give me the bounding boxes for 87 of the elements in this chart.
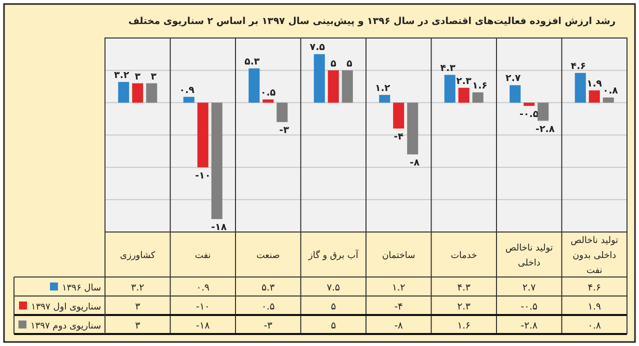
bar <box>379 94 390 103</box>
text: ۴.۳ <box>440 62 456 74</box>
bar <box>538 102 549 121</box>
bar <box>602 97 614 103</box>
data-label: -۰.۵ <box>520 302 538 312</box>
text: ۲.۳ <box>456 76 472 87</box>
data-label: -۴ <box>394 302 403 312</box>
data-label: ۱.۲ <box>392 282 406 294</box>
data-label: -۳ <box>264 320 272 332</box>
data-label: ۵ <box>330 320 336 332</box>
data-label: ۲.۷ <box>522 282 536 294</box>
text: ۳ <box>150 71 157 82</box>
text: -۱۰ <box>195 170 211 182</box>
data-label: -۲.۸ <box>520 320 538 332</box>
data-label: ۴.۳ <box>457 282 470 294</box>
data-label: -۸ <box>394 320 403 332</box>
bar <box>510 85 521 103</box>
bar <box>524 102 535 106</box>
bar <box>262 99 274 103</box>
bar <box>458 88 470 103</box>
x-tick-label: آب برق و گاز <box>308 249 359 261</box>
chart-title: رشد ارزش افزوده فعالیت‌های اقتصادی در سال ۱۳۹۶ و پیش‌بینی سال ۱۳۹۷ بر اساس ۲ سناریوی مختلف <box>128 16 616 27</box>
bar <box>146 83 158 103</box>
bar <box>407 102 418 154</box>
data-label: ۰.۵ <box>262 302 275 312</box>
bar <box>132 83 144 103</box>
x-tick-label: تولید ناخالص داخلی <box>505 244 554 268</box>
data-label: ۳ <box>135 302 140 312</box>
bar <box>276 102 288 122</box>
x-tick-label: ساختمان <box>382 251 416 261</box>
bar <box>588 90 600 103</box>
text: ۰.۵ <box>260 87 276 98</box>
data-label: ۰.۹ <box>196 282 210 294</box>
data-label: ۷.۵ <box>326 282 340 294</box>
data-label: ۱.۶ <box>457 320 470 332</box>
text: ۷.۵ <box>310 42 325 54</box>
data-label: ۲.۳ <box>457 302 470 312</box>
data-label: ۵ <box>330 302 336 312</box>
bar <box>574 72 586 103</box>
text: ۲.۷ <box>506 73 521 84</box>
bar <box>118 82 130 103</box>
bar <box>342 70 353 103</box>
x-tick-label: خدمات <box>450 251 478 261</box>
data-label: ۵.۳ <box>262 282 275 294</box>
text: -۴ <box>394 132 404 143</box>
legend-item: سال ۱۳۹۶ <box>50 282 101 294</box>
bar <box>197 102 208 168</box>
x-tick-label: کشاورزی <box>120 251 156 261</box>
bar <box>314 54 325 103</box>
bar <box>472 92 484 103</box>
text: -۸ <box>410 157 420 168</box>
text: ۳ <box>134 71 141 82</box>
legend-label: سناریوی دوم ۱۳۹۷ <box>30 322 101 332</box>
data-label: ۳ <box>135 320 140 332</box>
bar <box>328 70 339 103</box>
text: ۱.۹ <box>586 78 602 90</box>
data-label: ۰.۸ <box>588 320 601 332</box>
text: ۵.۳ <box>244 56 260 68</box>
x-tick-label: نفت <box>194 251 211 261</box>
text: ۱.۶ <box>472 80 488 92</box>
text: -۱۸ <box>211 222 227 234</box>
legend-label: سال ۱۳۹۶ <box>62 284 101 294</box>
text: ۰.۸ <box>602 85 618 96</box>
text: -۳ <box>279 125 289 136</box>
bar <box>444 74 456 103</box>
legend-label: سناریوی اول ۱۳۹۷ <box>31 302 101 312</box>
bar <box>211 102 222 220</box>
bar <box>248 68 260 103</box>
text: -۲.۸ <box>536 124 555 135</box>
legend-item: سناریوی اول ۱۳۹۷ <box>19 302 101 312</box>
text: ۱.۲ <box>375 82 390 94</box>
data-label: ۴.۶ <box>588 282 601 294</box>
data-label: ۳.۲ <box>131 282 144 294</box>
text: ۵ <box>330 58 336 70</box>
text: ۵ <box>346 58 352 70</box>
text: ۰.۹ <box>179 84 194 96</box>
x-tick-label: صنعت <box>256 251 280 261</box>
data-label: -۱۸ <box>196 320 210 332</box>
bar <box>183 96 194 103</box>
legend-item: سناریوی دوم ۱۳۹۷ <box>18 320 101 332</box>
bar <box>393 102 404 129</box>
data-label: ۱.۹ <box>588 302 601 312</box>
data-label: -۱۰ <box>196 302 210 312</box>
text: -۰.۵ <box>520 108 539 120</box>
text: ۳.۲ <box>114 70 130 81</box>
x-tick-label: تولید ناخالص داخلی بدون نفت <box>570 236 619 276</box>
text: ۴.۶ <box>570 60 586 72</box>
